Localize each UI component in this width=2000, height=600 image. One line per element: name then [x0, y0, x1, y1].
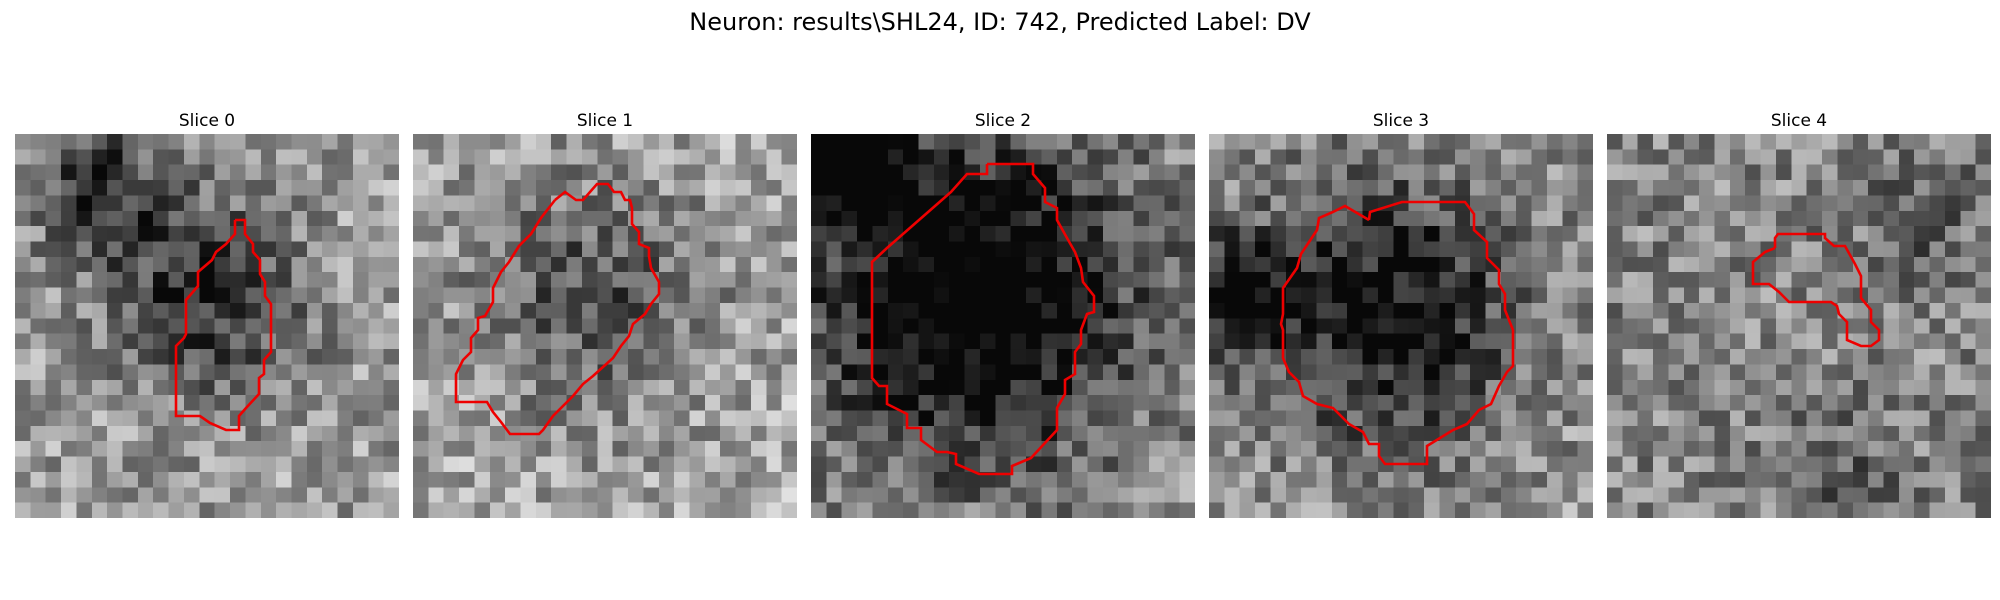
slice-image-3 [1209, 134, 1593, 518]
slice-image-2 [811, 134, 1195, 518]
contour-1 [454, 182, 661, 436]
contour-4 [1751, 232, 1881, 348]
slice-title-4: Slice 4 [1770, 111, 1828, 131]
slice-overlay-1 [454, 182, 661, 436]
slice-panel-1: Slice 1 [413, 108, 797, 518]
slice-overlay-0 [174, 218, 273, 432]
contour-3 [1279, 200, 1515, 466]
slice-panel-2: Slice 2 [811, 108, 1195, 518]
slice-overlay-2 [870, 162, 1096, 476]
slice-overlay-3 [1279, 200, 1515, 466]
slice-panel-0: Slice 0 [15, 108, 399, 518]
contour-0 [174, 218, 273, 432]
slice-panel-4: Slice 4 [1607, 108, 1991, 518]
slice-overlay-4 [1751, 232, 1881, 348]
slice-title-0: Slice 0 [178, 111, 236, 131]
figure-title: Neuron: results\SHL24, ID: 742, Predicte… [689, 8, 1311, 36]
slice-title-2: Slice 2 [974, 111, 1032, 131]
slice-title-1: Slice 1 [576, 111, 634, 131]
slice-title-3: Slice 3 [1372, 111, 1430, 131]
slice-image-0 [15, 134, 399, 518]
slice-panel-3: Slice 3 [1209, 108, 1593, 518]
contour-2 [870, 162, 1096, 476]
slice-image-4 [1607, 134, 1991, 518]
